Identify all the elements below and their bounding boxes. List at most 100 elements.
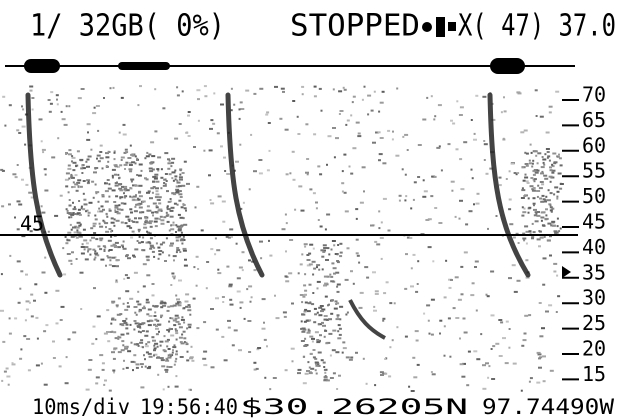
noise — [30, 315, 34, 318]
noise — [123, 202, 127, 205]
noise — [440, 169, 443, 172]
noise — [529, 377, 533, 380]
noise — [106, 255, 109, 258]
noise — [146, 230, 149, 233]
noise — [114, 204, 119, 207]
noise — [137, 330, 140, 333]
noise — [289, 239, 294, 241]
noise — [204, 95, 208, 98]
noise — [116, 265, 119, 268]
noise — [167, 305, 171, 308]
noise — [164, 152, 169, 155]
noise — [80, 308, 83, 310]
noise — [430, 298, 435, 301]
noise — [70, 216, 73, 219]
noise — [489, 167, 494, 170]
noise — [82, 228, 86, 231]
noise — [67, 191, 70, 194]
noise — [94, 167, 99, 169]
noise — [490, 348, 493, 350]
noise — [173, 193, 177, 196]
noise — [529, 143, 532, 146]
noise — [179, 251, 182, 253]
noise — [104, 182, 107, 185]
noise — [133, 343, 137, 346]
noise — [167, 348, 171, 350]
noise — [523, 129, 528, 132]
noise — [169, 317, 172, 320]
noise — [180, 318, 185, 321]
noise — [304, 289, 308, 292]
noise — [113, 331, 117, 334]
noise — [243, 317, 246, 320]
noise — [66, 209, 69, 212]
noise — [329, 377, 334, 379]
noise — [137, 104, 140, 107]
noise — [556, 217, 559, 220]
noise — [119, 164, 123, 167]
noise — [475, 309, 478, 312]
noise — [94, 253, 98, 256]
noise — [554, 186, 559, 189]
noise — [118, 177, 120, 180]
noise — [179, 216, 184, 219]
noise — [166, 208, 171, 211]
noise — [146, 274, 151, 277]
noise — [548, 175, 553, 178]
noise — [502, 138, 506, 141]
noise — [551, 220, 556, 223]
noise — [72, 169, 76, 172]
noise — [363, 85, 366, 88]
noise — [327, 135, 332, 138]
noise — [181, 90, 184, 93]
noise — [417, 176, 421, 178]
noise — [549, 206, 553, 209]
noise — [70, 176, 73, 179]
noise — [452, 122, 456, 125]
noise — [320, 359, 324, 362]
noise — [224, 170, 227, 172]
noise — [239, 143, 242, 146]
noise — [291, 360, 294, 363]
noise — [166, 345, 169, 348]
noise — [325, 379, 330, 382]
noise — [19, 287, 22, 290]
noise — [547, 222, 552, 225]
noise — [118, 131, 121, 134]
noise — [121, 185, 124, 188]
noise — [339, 251, 343, 254]
noise — [183, 341, 186, 344]
noise — [545, 148, 550, 150]
noise — [138, 241, 142, 244]
noise — [169, 305, 174, 308]
noise — [123, 196, 126, 199]
noise — [108, 249, 113, 251]
noise — [185, 209, 187, 212]
noise — [410, 267, 413, 270]
noise — [296, 115, 299, 118]
noise — [348, 165, 351, 168]
noise — [522, 232, 526, 235]
noise — [67, 153, 72, 156]
noise — [322, 361, 326, 364]
noise — [203, 85, 207, 88]
noise — [533, 208, 537, 211]
noise — [108, 228, 112, 230]
noise — [337, 244, 340, 246]
noise — [372, 141, 376, 144]
noise — [124, 195, 128, 198]
noise — [112, 369, 116, 372]
noise — [308, 252, 312, 255]
noise — [150, 187, 155, 190]
noise — [313, 133, 317, 136]
noise — [67, 231, 72, 234]
noise — [292, 100, 296, 102]
noise — [105, 226, 107, 229]
noise — [350, 172, 354, 175]
noise — [209, 199, 212, 201]
noise — [301, 327, 306, 330]
noise — [253, 361, 257, 364]
noise — [513, 172, 517, 174]
noise — [114, 206, 119, 209]
noise — [76, 229, 79, 232]
